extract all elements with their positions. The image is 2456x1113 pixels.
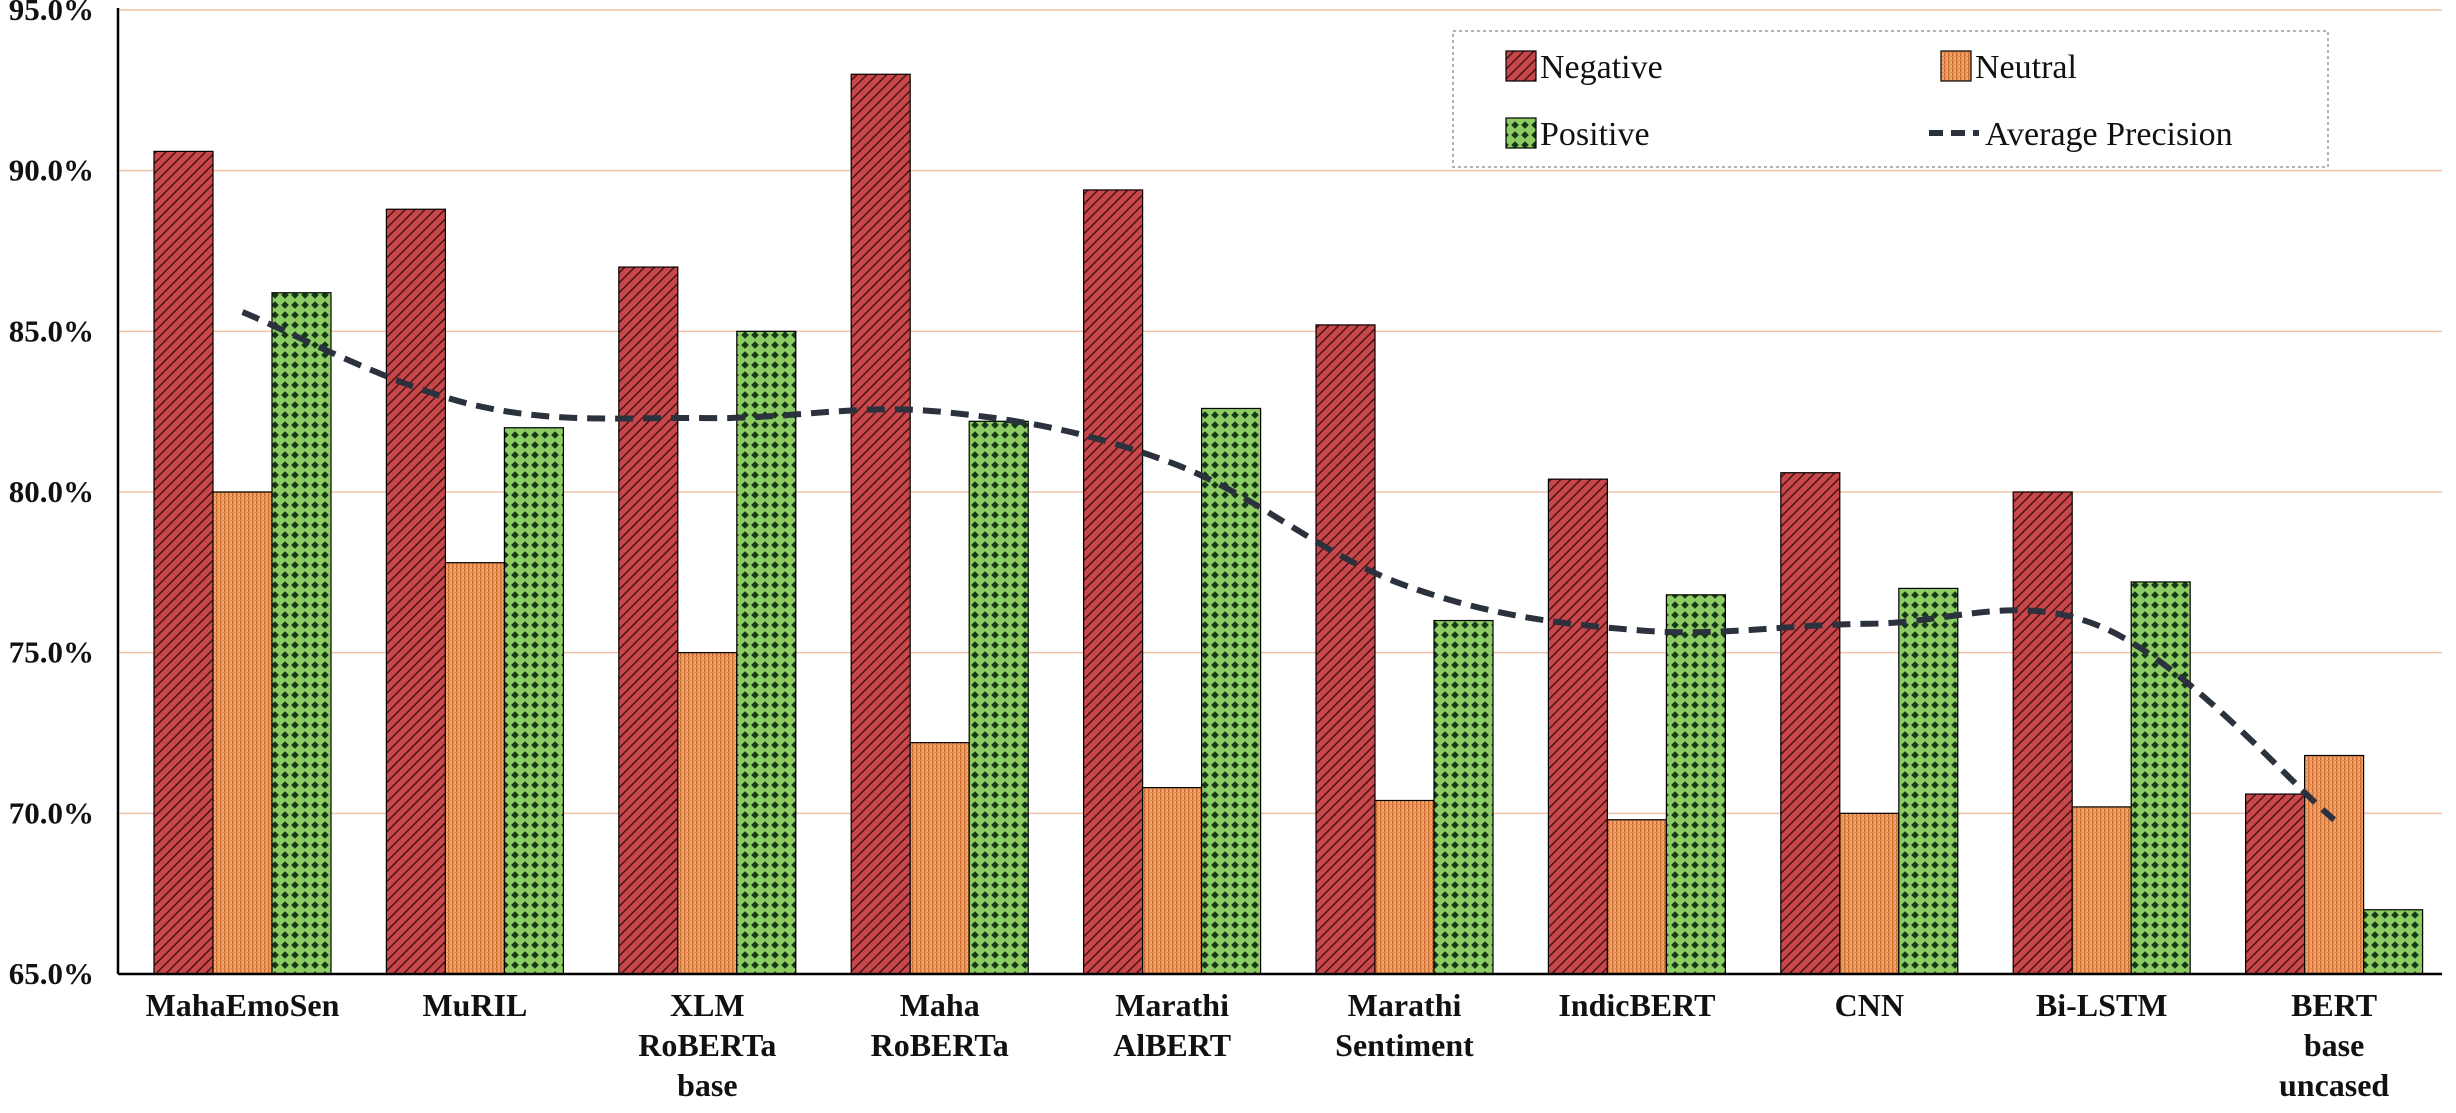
- bar-positive: [271, 292, 332, 975]
- y-tick-label: 65.0%: [9, 956, 94, 991]
- bar-negative: [618, 266, 679, 975]
- x-tick-label: MuRIL: [422, 987, 527, 1023]
- legend-swatch-neutral: [1940, 50, 1972, 82]
- legend: Negative Neutral Positive Average Precision: [1452, 30, 2329, 168]
- bar-neutral: [1374, 799, 1435, 975]
- bar-negative: [2245, 793, 2306, 975]
- bar-neutral: [909, 742, 970, 975]
- bar-negative: [1082, 189, 1144, 975]
- bar-neutral: [444, 562, 505, 975]
- bar-negative: [1547, 478, 1609, 975]
- y-tick-label: 85.0%: [9, 313, 94, 348]
- bar-neutral: [677, 652, 738, 975]
- bar-neutral: [2071, 806, 2132, 975]
- y-tick-label: 80.0%: [9, 474, 94, 509]
- legend-label-neutral: Neutral: [1975, 49, 2077, 86]
- bar-neutral: [1839, 812, 1900, 975]
- x-tick-label: CNN: [1835, 987, 1904, 1023]
- bar-positive: [503, 427, 564, 975]
- bar-positive: [1665, 594, 1727, 975]
- legend-swatch-positive: [1505, 117, 1537, 149]
- x-tick-label: XLM RoBERTa base: [638, 987, 776, 1103]
- x-tick-label: BERT base uncased: [2279, 987, 2389, 1103]
- bar-positive: [1898, 587, 1959, 975]
- x-tick-label: Maha RoBERTa: [871, 987, 1009, 1063]
- bar-positive: [736, 330, 797, 975]
- bars: [153, 73, 2424, 975]
- bar-negative: [385, 208, 446, 975]
- legend-label-positive: Positive: [1540, 116, 1650, 153]
- bar-neutral: [1606, 819, 1668, 975]
- legend-box: [1452, 30, 2329, 168]
- bar-neutral: [212, 491, 273, 975]
- bar-positive: [2130, 581, 2191, 975]
- bar-negative: [1780, 472, 1841, 975]
- bar-positive: [1433, 619, 1494, 975]
- bar-positive: [968, 420, 1029, 975]
- bar-negative: [2012, 491, 2073, 975]
- x-tick-label: Bi-LSTM: [2036, 987, 2168, 1023]
- x-tick-label: MahaEmoSen: [146, 987, 340, 1023]
- axes: 65.0% 70.0% 75.0% 80.0% 85.0% 90.0% 95.0% MahaE…: [9, 0, 2442, 1103]
- bar-negative: [850, 73, 911, 975]
- bar-negative: [153, 150, 214, 975]
- y-tick-label: 90.0%: [9, 153, 94, 188]
- legend-label-average-precision: Average Precision: [1985, 116, 2233, 153]
- legend-label-negative: Negative: [1540, 49, 1663, 86]
- average-precision-line: [241, 309, 2337, 823]
- bar-negative: [1315, 324, 1376, 975]
- bar-positive: [2363, 909, 2424, 975]
- y-tick-label: 75.0%: [9, 635, 94, 670]
- y-tick-label: 70.0%: [9, 795, 94, 830]
- bar-neutral: [2304, 754, 2365, 975]
- bar-neutral: [1141, 787, 1203, 975]
- x-tick-label: Marathi AlBERT: [1113, 987, 1231, 1063]
- x-tick-label: IndicBERT: [1558, 987, 1715, 1023]
- legend-swatch-negative: [1505, 50, 1537, 82]
- y-tick-label: 95.0%: [9, 0, 94, 27]
- average-line: [241, 309, 2337, 823]
- x-tick-label: Marathi Sentiment: [1335, 987, 1474, 1063]
